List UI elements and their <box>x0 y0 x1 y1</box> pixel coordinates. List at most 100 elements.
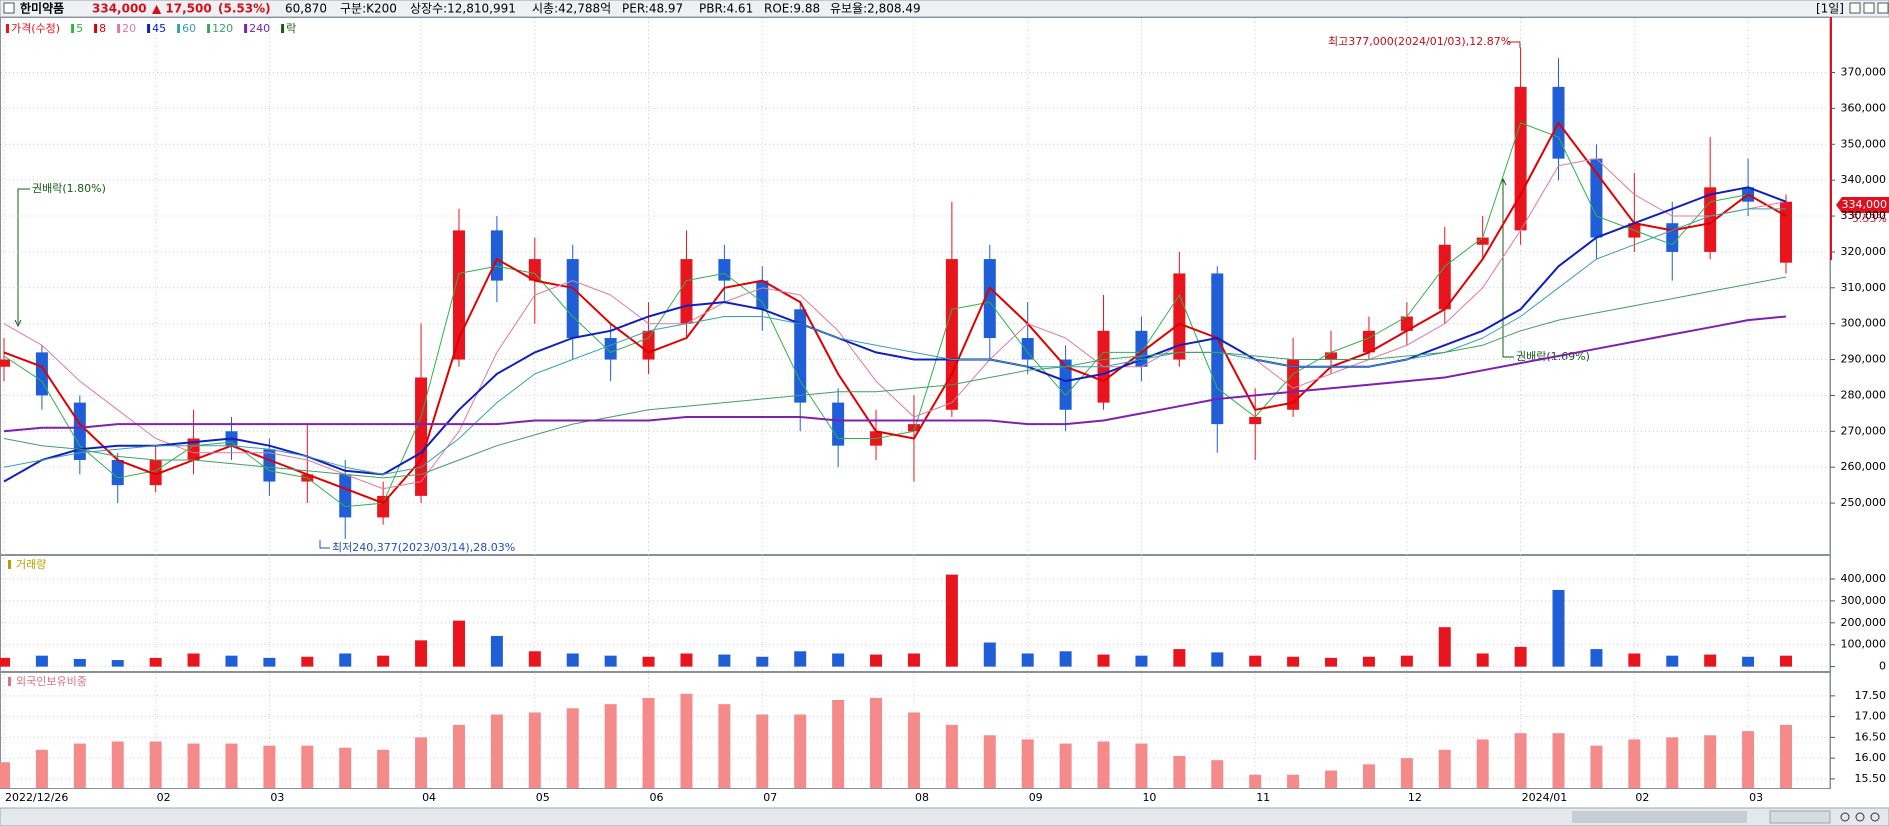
legend-label: 240 <box>249 22 270 35</box>
candle-body <box>490 230 503 281</box>
scrollbar[interactable] <box>0 807 1889 826</box>
bar <box>1438 627 1451 667</box>
bar <box>301 656 314 667</box>
bar <box>377 655 390 667</box>
bar <box>1135 743 1148 788</box>
zoom-slider[interactable] <box>1769 810 1831 824</box>
candle-body <box>73 402 86 461</box>
bar <box>1628 739 1641 788</box>
candle-body <box>187 438 200 461</box>
bar <box>1211 760 1224 788</box>
candle-body <box>1021 338 1034 360</box>
bar <box>718 704 731 788</box>
y-tick-label: 200,000 <box>1841 616 1887 629</box>
roe: ROE:9.88 <box>764 2 820 16</box>
candle-body <box>1666 223 1679 252</box>
y-tick-label: 300,000 <box>1841 594 1887 607</box>
x-tick-label: 2022/12/26 <box>5 791 68 804</box>
bar <box>73 658 86 667</box>
zoom-icons[interactable] <box>1840 812 1880 822</box>
candle-body <box>339 474 352 518</box>
bar <box>1552 589 1565 667</box>
bar <box>1097 654 1110 667</box>
bar <box>1514 646 1527 667</box>
legend-swatch <box>8 677 11 686</box>
bar <box>490 635 503 667</box>
x-tick-label: 12 <box>1408 791 1422 804</box>
low-annotation: 최저240,377(2023/03/14),28.03% <box>332 541 515 554</box>
bar <box>1666 737 1679 788</box>
bar <box>73 743 86 788</box>
x-tick-label: 11 <box>1256 791 1270 804</box>
bar <box>1211 652 1224 667</box>
x-tick-label: 02 <box>157 791 171 804</box>
y-tick-label: 370,000 <box>1841 66 1887 79</box>
candle-body <box>1476 237 1489 245</box>
candle-body <box>1211 273 1224 425</box>
candle-body <box>1438 244 1451 310</box>
bar <box>1552 733 1565 788</box>
y-tick-label: 100,000 <box>1841 638 1887 651</box>
x-tick-label: 04 <box>422 791 436 804</box>
candle-body <box>528 259 541 281</box>
candle-body <box>983 259 996 339</box>
bar <box>490 714 503 788</box>
annotation-arrow <box>1508 41 1521 48</box>
legend-swatch <box>94 24 98 33</box>
ma-line <box>3 208 1786 475</box>
bar <box>907 653 920 667</box>
x-tick-label: 03 <box>270 791 284 804</box>
bar <box>1590 649 1603 667</box>
bar <box>149 741 162 788</box>
volume-title: 거래량 <box>16 558 46 571</box>
y-tick-label: 16.50 <box>1855 730 1887 743</box>
candle-body <box>1249 416 1262 425</box>
bar <box>983 642 996 667</box>
bar <box>1400 655 1413 667</box>
bar <box>1059 651 1072 667</box>
bar <box>415 737 428 788</box>
shares: 상장수:12,810,991 <box>410 2 516 16</box>
reserve: 유보율:2,808.49 <box>830 2 921 16</box>
bar <box>794 714 807 788</box>
bar <box>225 655 238 667</box>
candle-body <box>1590 158 1603 238</box>
bar <box>1173 756 1186 788</box>
bar <box>642 697 655 788</box>
bar <box>1476 653 1489 667</box>
checkbox[interactable] <box>3 2 15 14</box>
window-button[interactable] <box>1863 2 1875 14</box>
annotation-arrow <box>14 188 30 328</box>
y-tick-label: 17.00 <box>1855 710 1887 723</box>
bar <box>718 654 731 667</box>
bar <box>983 735 996 788</box>
bar <box>1742 656 1755 667</box>
bar <box>452 724 465 788</box>
candle-body <box>1173 273 1186 360</box>
bar <box>1325 657 1338 667</box>
bar <box>1135 655 1148 667</box>
candle-body <box>1704 187 1717 252</box>
legend-swatch <box>117 24 121 33</box>
bar <box>1590 745 1603 788</box>
x-tick-label: 10 <box>1142 791 1156 804</box>
window-button[interactable] <box>1877 2 1889 14</box>
candle-body <box>149 460 162 486</box>
bar <box>1780 655 1792 667</box>
period[interactable]: [1일] <box>1816 2 1844 16</box>
candle-body <box>1400 316 1413 331</box>
x-tick-label: 07 <box>763 791 777 804</box>
candle-body <box>680 259 693 324</box>
x-tick-label: 2024/01 <box>1522 791 1568 804</box>
bar <box>301 745 314 788</box>
window-button[interactable] <box>1849 2 1861 14</box>
bar <box>1362 656 1375 667</box>
legend-label: 20 <box>122 22 136 35</box>
bar <box>1173 649 1186 667</box>
x-tick-label: 08 <box>915 791 929 804</box>
market-cap: 시총:42,788억 <box>532 2 611 16</box>
scroll-thumb[interactable] <box>1572 811 1747 823</box>
y-tick-label: 400,000 <box>1841 572 1887 585</box>
